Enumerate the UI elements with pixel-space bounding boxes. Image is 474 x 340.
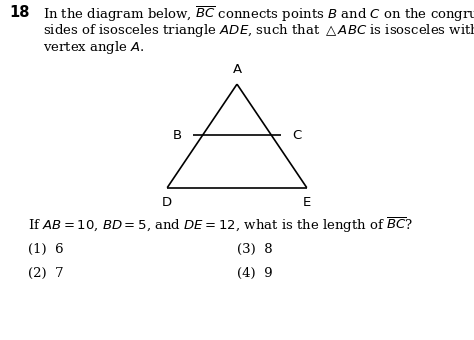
Text: In the diagram below, $\overline{BC}$ connects points $B$ and $C$ on the congrue: In the diagram below, $\overline{BC}$ co… xyxy=(43,5,474,24)
Text: E: E xyxy=(302,196,311,209)
Text: 18: 18 xyxy=(9,5,30,20)
Text: sides of isosceles triangle $ADE$, such that $\triangle ABC$ is isosceles with: sides of isosceles triangle $ADE$, such … xyxy=(43,22,474,39)
Text: C: C xyxy=(292,129,302,142)
Text: If $AB = 10$, $BD = 5$, and $DE = 12$, what is the length of $\overline{BC}$?: If $AB = 10$, $BD = 5$, and $DE = 12$, w… xyxy=(28,216,414,235)
Text: (1)  6: (1) 6 xyxy=(28,243,64,256)
Text: (3)  8: (3) 8 xyxy=(237,243,273,256)
Text: A: A xyxy=(232,63,242,76)
Text: (2)  7: (2) 7 xyxy=(28,267,64,280)
Text: (4)  9: (4) 9 xyxy=(237,267,273,280)
Text: vertex angle $A$.: vertex angle $A$. xyxy=(43,39,145,56)
Text: B: B xyxy=(173,129,182,142)
Text: D: D xyxy=(162,196,172,209)
